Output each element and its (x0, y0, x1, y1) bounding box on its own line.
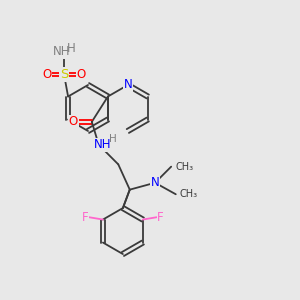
Text: O: O (42, 68, 52, 81)
Text: NH: NH (53, 45, 71, 58)
Text: H: H (67, 43, 76, 56)
Text: CH₃: CH₃ (175, 162, 193, 172)
Text: F: F (82, 211, 88, 224)
Text: O: O (77, 68, 86, 81)
Text: H: H (109, 134, 117, 144)
Text: S: S (60, 68, 68, 81)
Text: O: O (69, 115, 78, 128)
Text: F: F (157, 211, 164, 224)
Text: CH₃: CH₃ (180, 189, 198, 199)
Text: NH: NH (94, 138, 112, 151)
Text: N: N (151, 176, 159, 189)
Text: N: N (124, 79, 132, 92)
